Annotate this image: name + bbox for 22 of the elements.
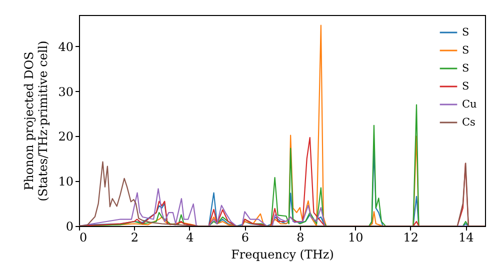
legend-label: Cs (462, 116, 476, 128)
x-tick-label: 14 (458, 230, 474, 244)
y-tick-label: 10 (58, 174, 74, 189)
x-tick-label: 8 (296, 230, 304, 244)
x-axis-title: Frequency (THz) (231, 248, 334, 262)
x-tick-label: 12 (403, 230, 419, 244)
x-tick-label: 4 (186, 230, 194, 244)
x-tick-label: 2 (130, 230, 139, 244)
legend-label: S (462, 26, 470, 38)
line-series (79, 161, 485, 226)
y-tick-label: 20 (58, 130, 74, 144)
y-tick-label: 40 (58, 40, 74, 54)
legend-label: S (462, 80, 470, 92)
y-tick-label: 0 (66, 220, 74, 234)
x-tick-label: 10 (348, 230, 364, 244)
y-axis-title: Phonon projected DOS (States/THz·primitive cell) (22, 40, 50, 202)
legend-label: S (462, 62, 470, 74)
y-tick-label: 30 (58, 84, 74, 99)
legend-label: S (462, 44, 470, 56)
legend-label: Cu (462, 98, 478, 110)
x-tick-label: 6 (241, 230, 250, 244)
x-tick-label: 0 (80, 230, 88, 244)
